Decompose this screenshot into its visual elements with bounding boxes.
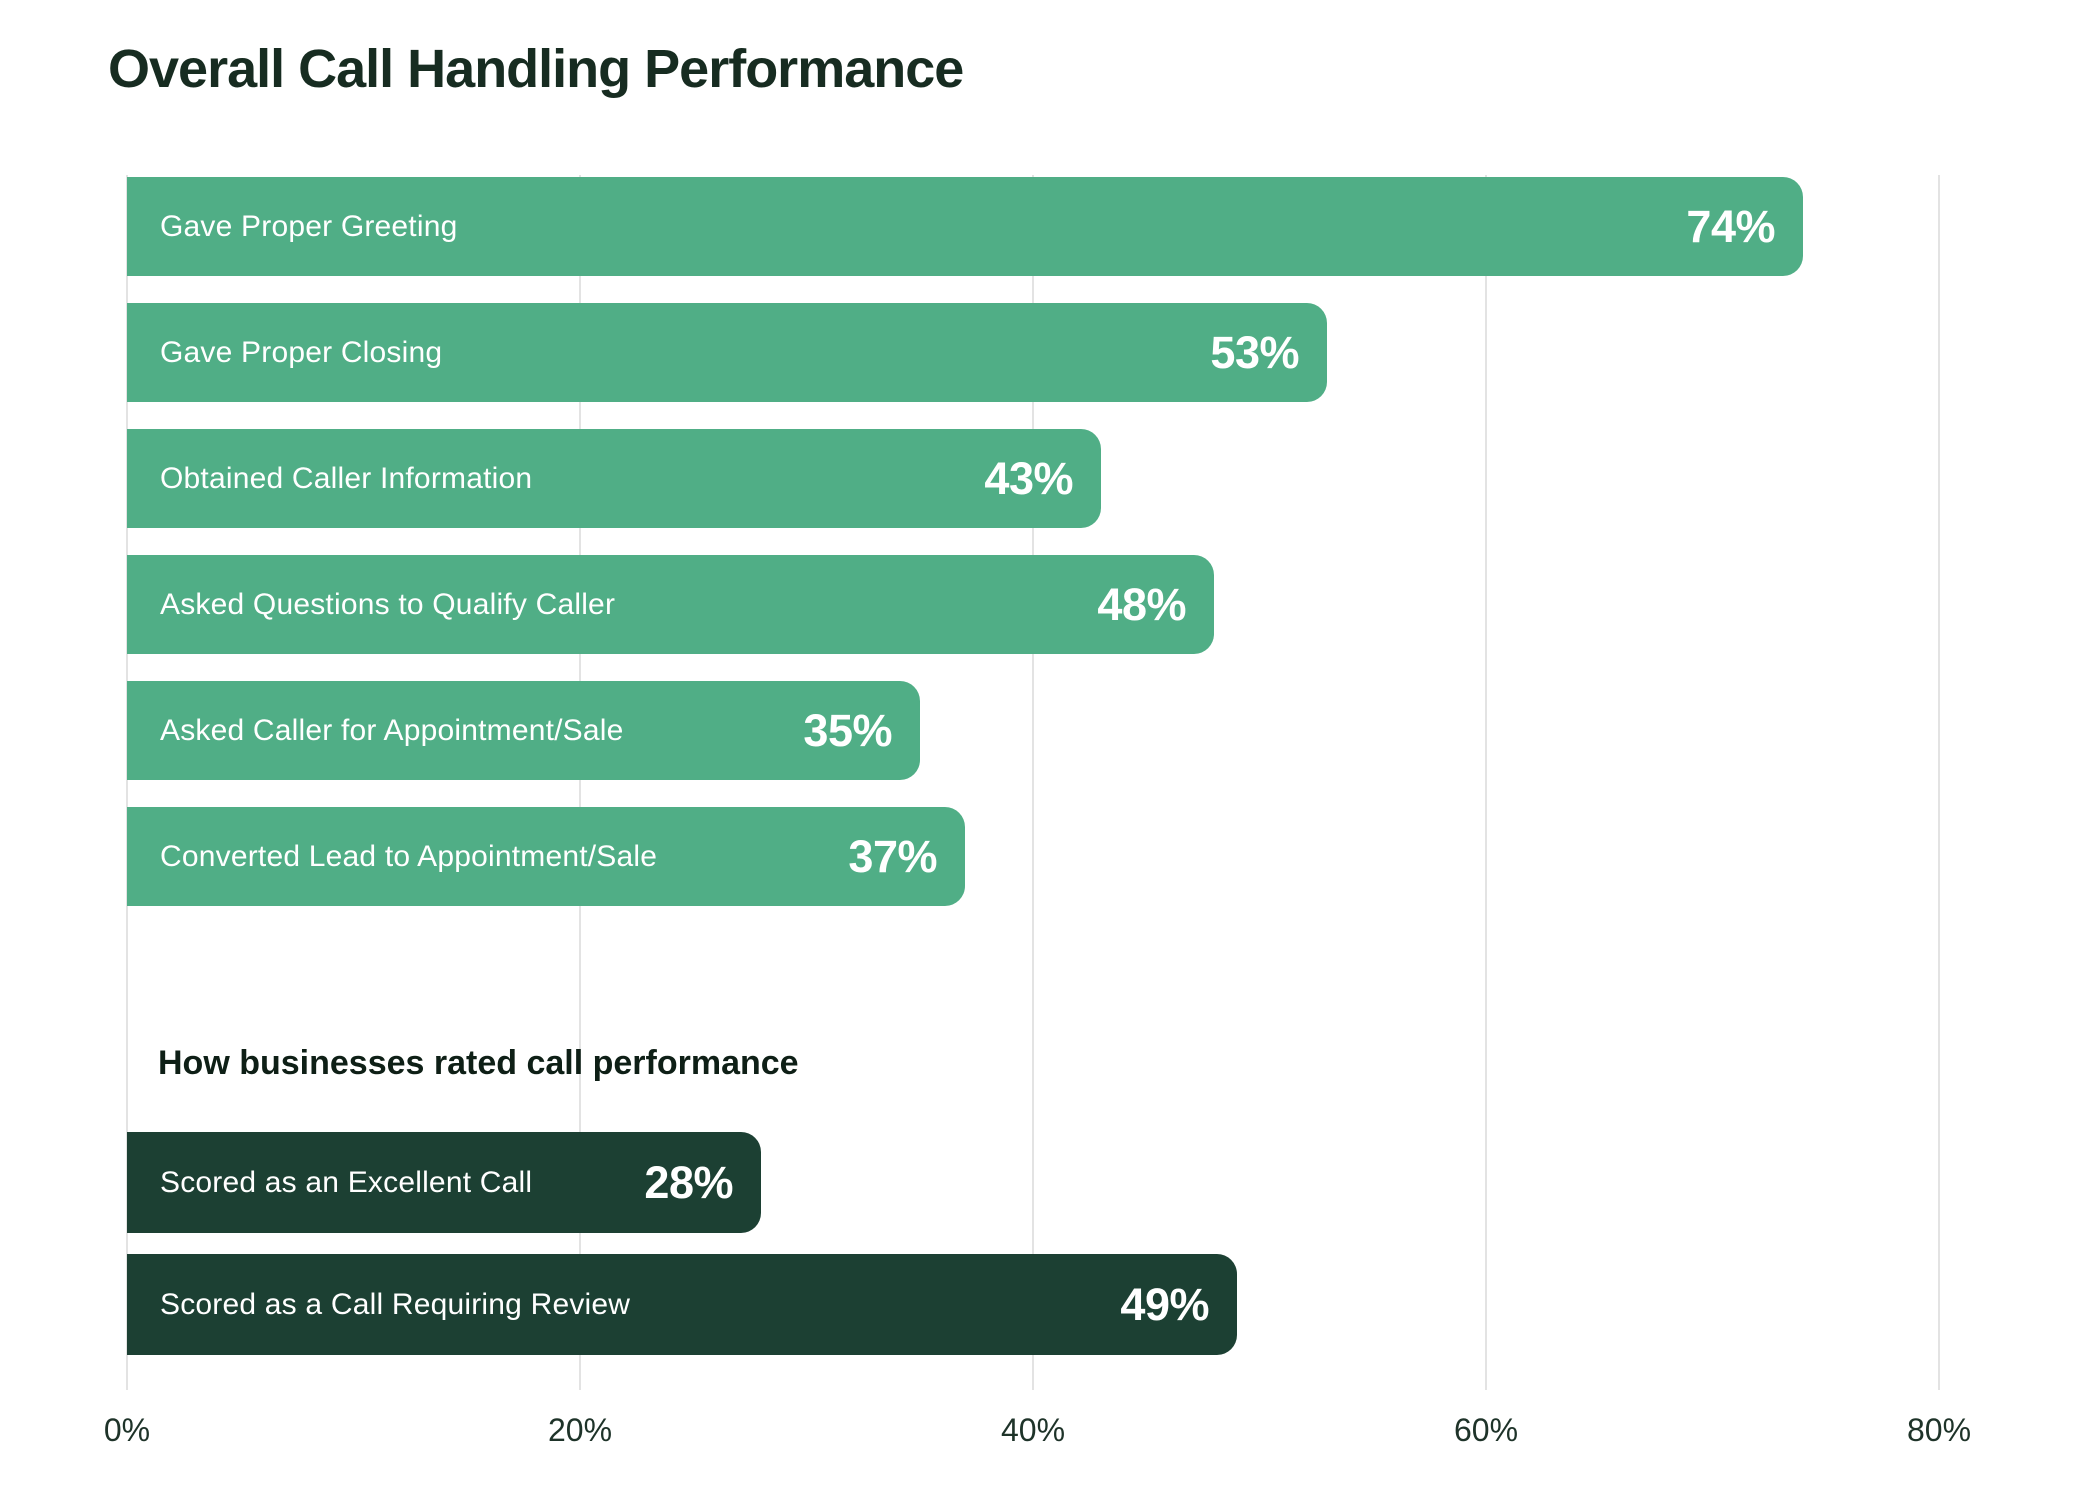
bar-row: Scored as an Excellent Call 28%	[127, 1132, 761, 1233]
bar-value: 37%	[848, 830, 937, 882]
bar-row: Gave Proper Greeting 74%	[127, 177, 1803, 276]
chart-title: Overall Call Handling Performance	[108, 39, 964, 99]
bar-label: Obtained Caller Information	[160, 461, 533, 495]
bar-label: Gave Proper Greeting	[160, 209, 458, 243]
x-axis-tick-label: 20%	[547, 1412, 613, 1448]
bar-value: 48%	[1097, 578, 1186, 630]
bar-value: 35%	[803, 704, 892, 756]
gridline-40%	[1032, 175, 1034, 1390]
x-axis-tick-label: 0%	[103, 1412, 151, 1448]
x-axis-tick-label: 40%	[1000, 1412, 1066, 1448]
bar-row: Gave Proper Closing 53%	[127, 303, 1327, 402]
x-axis-tick-label: 80%	[1906, 1412, 1972, 1448]
x-axis-tick-label: 60%	[1453, 1412, 1519, 1448]
bar-label: Scored as a Call Requiring Review	[160, 1287, 631, 1321]
bar-value: 28%	[644, 1156, 733, 1208]
bar-row: Asked Caller for Appointment/Sale 35%	[127, 681, 920, 780]
gridline-0%	[126, 175, 128, 1390]
bar-value: 74%	[1686, 200, 1775, 252]
bar-row: Converted Lead to Appointment/Sale 37%	[127, 807, 965, 906]
gridline-20%	[579, 175, 581, 1390]
bar-label: Scored as an Excellent Call	[160, 1165, 533, 1199]
bar-row: Asked Questions to Qualify Caller 48%	[127, 555, 1214, 654]
bar-label: Asked Caller for Appointment/Sale	[160, 713, 624, 747]
bar-value: 49%	[1120, 1278, 1209, 1330]
bar-value: 53%	[1210, 326, 1299, 378]
bar-label: Converted Lead to Appointment/Sale	[160, 839, 658, 873]
gridline-60%	[1485, 175, 1487, 1390]
section-subtitle: How businesses rated call performance	[158, 1044, 799, 1082]
bar-row: Obtained Caller Information 43%	[127, 429, 1101, 528]
bar-label: Asked Questions to Qualify Caller	[160, 587, 616, 621]
gridline-80%	[1938, 175, 1940, 1390]
bar-row: Scored as a Call Requiring Review 49%	[127, 1254, 1237, 1355]
bar-value: 43%	[984, 452, 1073, 504]
bar-label: Gave Proper Closing	[160, 335, 443, 369]
